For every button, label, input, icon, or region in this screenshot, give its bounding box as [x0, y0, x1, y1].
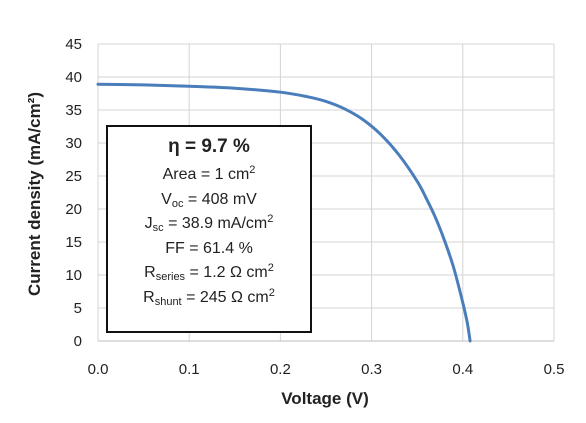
- efficiency-value: 9.7 %: [201, 136, 250, 157]
- x-tick-label: 0.0: [88, 361, 109, 378]
- rshunt-label: Rshunt = 245 Ω cm2: [108, 286, 310, 311]
- voc-symbol: V: [161, 190, 172, 208]
- efficiency-label: η = 9.7 %: [108, 133, 310, 161]
- ff-label: FF = 61.4 %: [108, 237, 310, 262]
- jsc-symbol: J: [144, 215, 153, 232]
- x-tick-label: 0.5: [544, 361, 565, 378]
- y-tick-label: 5: [74, 300, 82, 317]
- voc-label: Voc = 408 mV: [108, 188, 310, 213]
- jsc-subscript: sc: [152, 222, 164, 234]
- y-axis-title: Current density (mA/cm²): [25, 92, 44, 296]
- tick-layer: 0 5 10 15 20 25 30 35 40 45 0.0 0.1 0.2 0.3 0.4 0.5: [65, 36, 564, 378]
- rshunt-symbol: R: [143, 288, 155, 306]
- y-tick-label: 20: [65, 201, 82, 218]
- y-tick-label: 15: [65, 234, 82, 251]
- jv-curve-line: [96, 82, 472, 343]
- x-tick-label: 0.3: [361, 361, 382, 378]
- y-tick-label: 30: [65, 135, 82, 152]
- jsc-sup: 2: [267, 213, 274, 225]
- ff-text: FF = 61.4 %: [165, 239, 253, 257]
- jsc-label: Jsc = 38.9 mA/cm2: [108, 212, 310, 237]
- efficiency-prefix: η =: [168, 136, 202, 157]
- series-layer: [96, 82, 472, 343]
- x-tick-label: 0.4: [452, 361, 473, 378]
- y-tick-label: 45: [65, 36, 82, 53]
- rseries-label: Rseries = 1.2 Ω cm2: [108, 261, 310, 286]
- rseries-symbol: R: [144, 264, 156, 281]
- x-axis-title: Voltage (V): [281, 389, 369, 408]
- parameters-box: η = 9.7 % Area = 1 cm2 Voc = 408 mV Jsc …: [106, 125, 312, 333]
- rshunt-subscript: shunt: [154, 295, 182, 308]
- y-tick-label: 25: [65, 168, 82, 185]
- y-tick-label: 0: [74, 333, 82, 350]
- rseries-value: = 1.2 Ω cm: [185, 264, 268, 281]
- area-sup: 2: [249, 164, 256, 176]
- x-tick-label: 0.1: [179, 361, 200, 378]
- jsc-value: = 38.9 mA/cm: [163, 215, 268, 232]
- rseries-sup: 2: [267, 262, 274, 274]
- y-tick-label: 40: [65, 69, 82, 86]
- y-tick-label: 10: [65, 267, 82, 284]
- voc-subscript: oc: [171, 197, 184, 210]
- y-tick-label: 35: [65, 102, 82, 119]
- area-label: Area = 1 cm2: [108, 163, 310, 188]
- rshunt-value: = 245 Ω cm: [181, 288, 269, 306]
- rseries-subscript: series: [155, 271, 186, 283]
- rshunt-sup: 2: [268, 286, 275, 299]
- x-tick-label: 0.2: [270, 361, 291, 378]
- voc-value: = 408 mV: [183, 190, 257, 208]
- area-text: Area = 1 cm: [162, 166, 250, 183]
